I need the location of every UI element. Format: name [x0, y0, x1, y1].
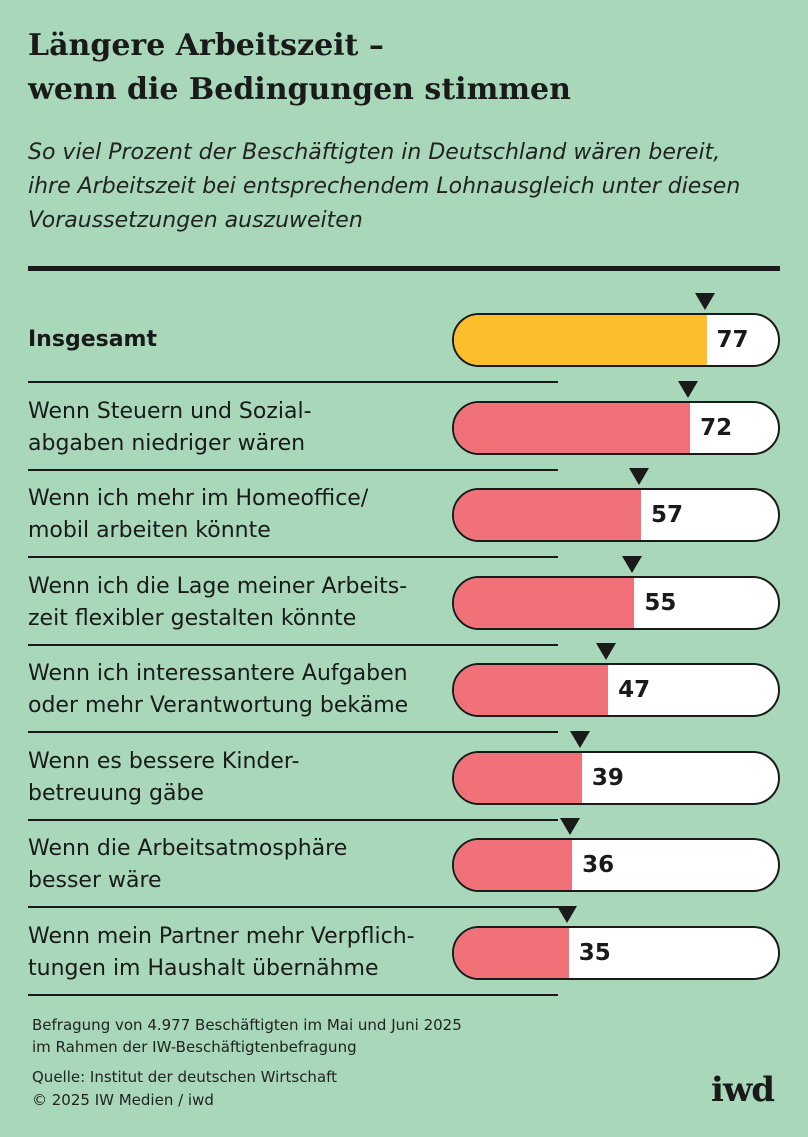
row-separator [28, 556, 558, 558]
bar [454, 752, 582, 803]
bar-value-label: 47 [618, 677, 651, 703]
row-separator [28, 468, 558, 471]
bar [454, 840, 573, 890]
value-marker [678, 380, 699, 398]
bar-track: 72 [452, 400, 780, 455]
bar-track: 35 [452, 925, 780, 980]
source-text: Quelle: Institut der deutschen Wirtschaf… [32, 1068, 338, 1086]
bar-label: Wenn Steuern und Sozial- abgaben niedrig… [28, 398, 312, 456]
row-separator [28, 643, 558, 646]
iwd-logo: iwd [711, 1070, 775, 1110]
copyright-text: © 2025 IW Medien / iwd [32, 1091, 214, 1109]
bar [454, 577, 635, 628]
value-marker [694, 293, 715, 310]
bar [454, 490, 641, 540]
bar-track: 55 [452, 575, 780, 630]
bar-label: Wenn ich mehr im Homeoffice/ mobil arbei… [28, 486, 369, 543]
header-divider [28, 266, 780, 271]
bar-track: 77 [452, 313, 780, 367]
bar-track: 36 [452, 838, 780, 892]
bar-value-label: 57 [650, 502, 683, 528]
bar [454, 665, 609, 715]
bar-label: Wenn ich die Lage meiner Arbeits- zeit f… [28, 573, 408, 631]
value-marker [569, 730, 590, 748]
value-marker [560, 818, 581, 835]
bar [454, 402, 691, 453]
value-marker [622, 555, 643, 573]
chart-title: Längere Arbeitszeit – wenn die Bedingung… [28, 28, 571, 107]
bar-value-label: 39 [591, 764, 624, 791]
bar-value-label: 77 [716, 327, 749, 353]
bar-track: 39 [452, 750, 780, 805]
bar-value-label: 35 [578, 939, 611, 966]
chart-subtitle: So viel Prozent der Beschäftigten in Deu… [28, 140, 741, 233]
bar [454, 927, 569, 978]
row-separator [28, 381, 558, 383]
bar [454, 315, 707, 365]
bar-label: Insgesamt [28, 327, 157, 352]
value-marker [556, 905, 577, 923]
bar-label: Wenn es bessere Kinder- betreuung gäbe [28, 748, 300, 806]
value-marker [596, 643, 617, 660]
value-marker [628, 468, 649, 485]
bar-value-label: 55 [644, 589, 677, 616]
row-separator [28, 993, 558, 996]
bar-value-label: 36 [582, 852, 615, 878]
bar-label: Wenn die Arbeitsatmosphäre besser wäre [28, 836, 348, 893]
row-separator [28, 906, 558, 908]
bar-track: 57 [452, 488, 780, 542]
row-separator [28, 731, 558, 733]
survey-note: Befragung von 4.977 Beschäftigten im Mai… [32, 1016, 462, 1056]
row-separator [28, 818, 558, 821]
bar-track: 47 [452, 663, 780, 717]
bar-label: Wenn mein Partner mehr Verpflich- tungen… [28, 923, 415, 981]
bar-value-label: 72 [700, 414, 733, 441]
bar-label: Wenn ich interessantere Aufgaben oder me… [28, 661, 409, 718]
